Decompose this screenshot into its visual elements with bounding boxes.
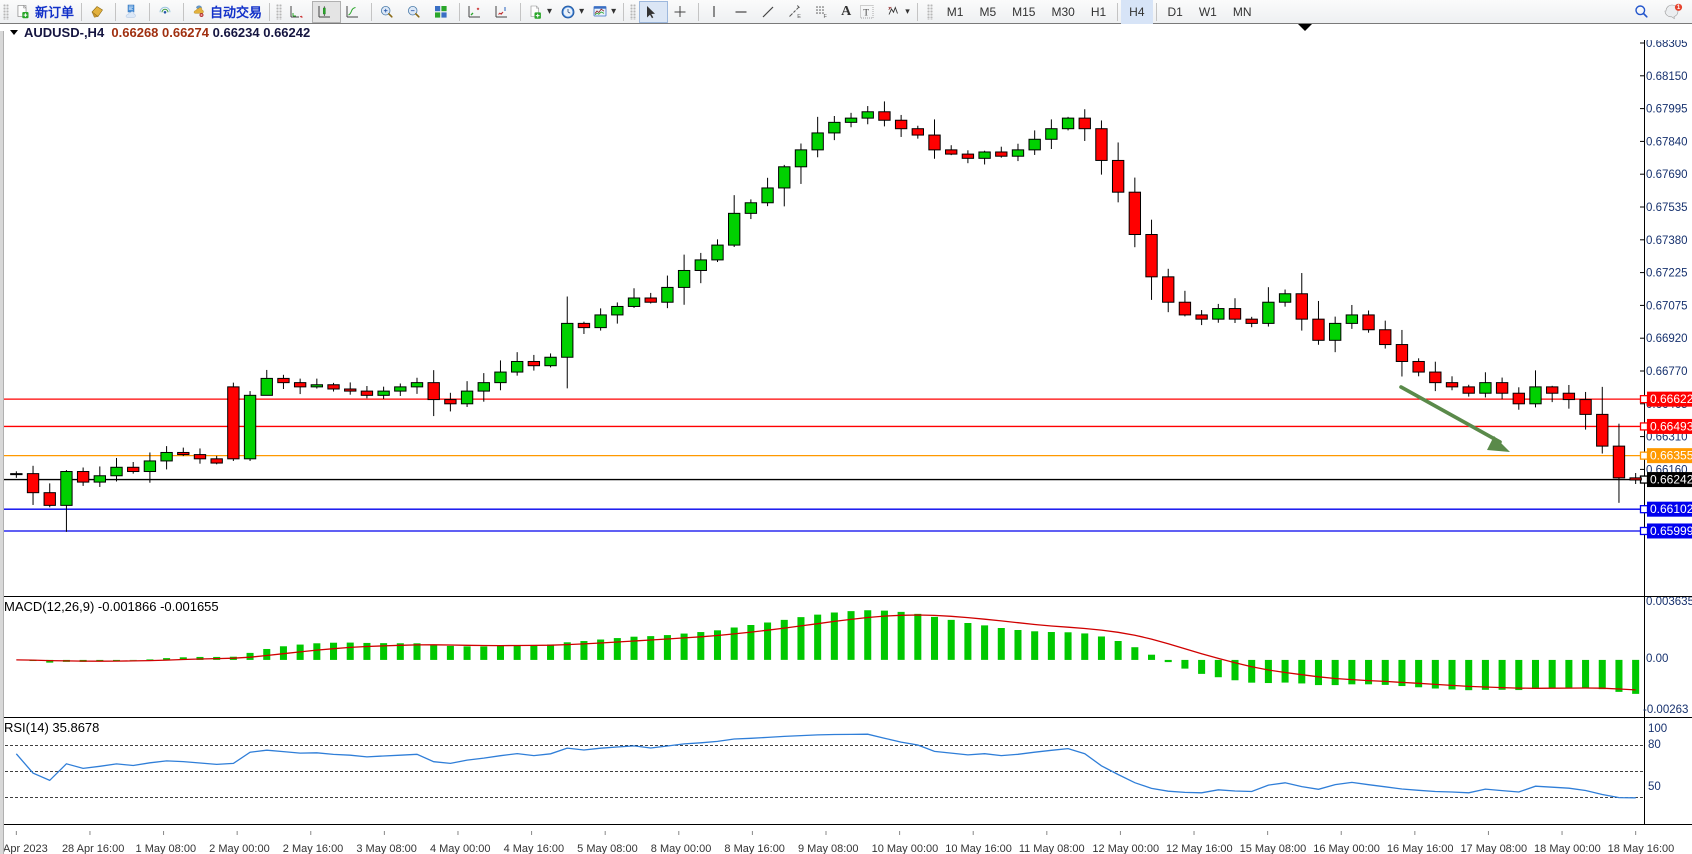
- svg-text:50: 50: [1648, 781, 1661, 793]
- svg-text:4 May 16:00: 4 May 16:00: [504, 843, 565, 854]
- svg-text:0.66102: 0.66102: [1650, 502, 1692, 516]
- svg-text:18 May 00:00: 18 May 00:00: [1534, 843, 1601, 854]
- svg-text:0.67535: 0.67535: [1646, 202, 1688, 214]
- svg-text:2 May 00:00: 2 May 00:00: [209, 843, 270, 854]
- svg-text:0.66770: 0.66770: [1646, 366, 1688, 378]
- svg-text:12 May 00:00: 12 May 00:00: [1092, 843, 1159, 854]
- svg-text:T: T: [864, 8, 870, 18]
- svg-text:2 May 16:00: 2 May 16:00: [283, 843, 344, 854]
- svg-text:18 May 16:00: 18 May 16:00: [1608, 843, 1675, 854]
- svg-text:16 May 16:00: 16 May 16:00: [1387, 843, 1454, 854]
- svg-text:17 May 08:00: 17 May 08:00: [1460, 843, 1527, 854]
- svg-text:0.66920: 0.66920: [1646, 333, 1688, 345]
- svg-text:80: 80: [1648, 739, 1661, 751]
- svg-text:0.66622: 0.66622: [1650, 392, 1692, 406]
- svg-text:100: 100: [1648, 723, 1667, 735]
- svg-text:10 May 00:00: 10 May 00:00: [872, 843, 939, 854]
- svg-text:0.66242: 0.66242: [1650, 473, 1692, 487]
- svg-text:5 May 08:00: 5 May 08:00: [577, 843, 638, 854]
- svg-text:0.66355: 0.66355: [1650, 449, 1692, 463]
- svg-text:0.003635: 0.003635: [1646, 597, 1692, 608]
- svg-text:0.66493: 0.66493: [1650, 419, 1692, 433]
- svg-text:11 May 08:00: 11 May 08:00: [1019, 843, 1085, 854]
- svg-text:1 May 08:00: 1 May 08:00: [136, 843, 197, 854]
- svg-text:-0.00263: -0.00263: [1643, 704, 1688, 716]
- svg-text:10 May 16:00: 10 May 16:00: [945, 843, 1012, 854]
- svg-text:15 May 08:00: 15 May 08:00: [1240, 843, 1307, 854]
- svg-text:0.67075: 0.67075: [1646, 300, 1688, 312]
- svg-text:0.00: 0.00: [1646, 653, 1668, 665]
- svg-text:16 May 00:00: 16 May 00:00: [1313, 843, 1380, 854]
- svg-text:4 May 00:00: 4 May 00:00: [430, 843, 491, 854]
- svg-text:8 May 16:00: 8 May 16:00: [724, 843, 785, 854]
- svg-text:F: F: [824, 14, 828, 20]
- svg-text:0.68150: 0.68150: [1646, 71, 1688, 83]
- svg-text:0.67690: 0.67690: [1646, 169, 1688, 181]
- svg-text:8 May 00:00: 8 May 00:00: [651, 843, 712, 854]
- svg-text:0.67995: 0.67995: [1646, 104, 1688, 116]
- svg-text:0.65999: 0.65999: [1650, 524, 1692, 538]
- svg-text:28 Apr 2023: 28 Apr 2023: [0, 843, 48, 854]
- svg-text:0.67225: 0.67225: [1646, 268, 1688, 280]
- svg-text:0.67380: 0.67380: [1646, 235, 1688, 247]
- svg-text:28 Apr 16:00: 28 Apr 16:00: [62, 843, 124, 854]
- svg-text:E: E: [797, 14, 801, 20]
- svg-text:3 May 08:00: 3 May 08:00: [356, 843, 417, 854]
- svg-text:0.67840: 0.67840: [1646, 136, 1688, 148]
- svg-text:12 May 16:00: 12 May 16:00: [1166, 843, 1233, 854]
- svg-text:9 May 08:00: 9 May 08:00: [798, 843, 859, 854]
